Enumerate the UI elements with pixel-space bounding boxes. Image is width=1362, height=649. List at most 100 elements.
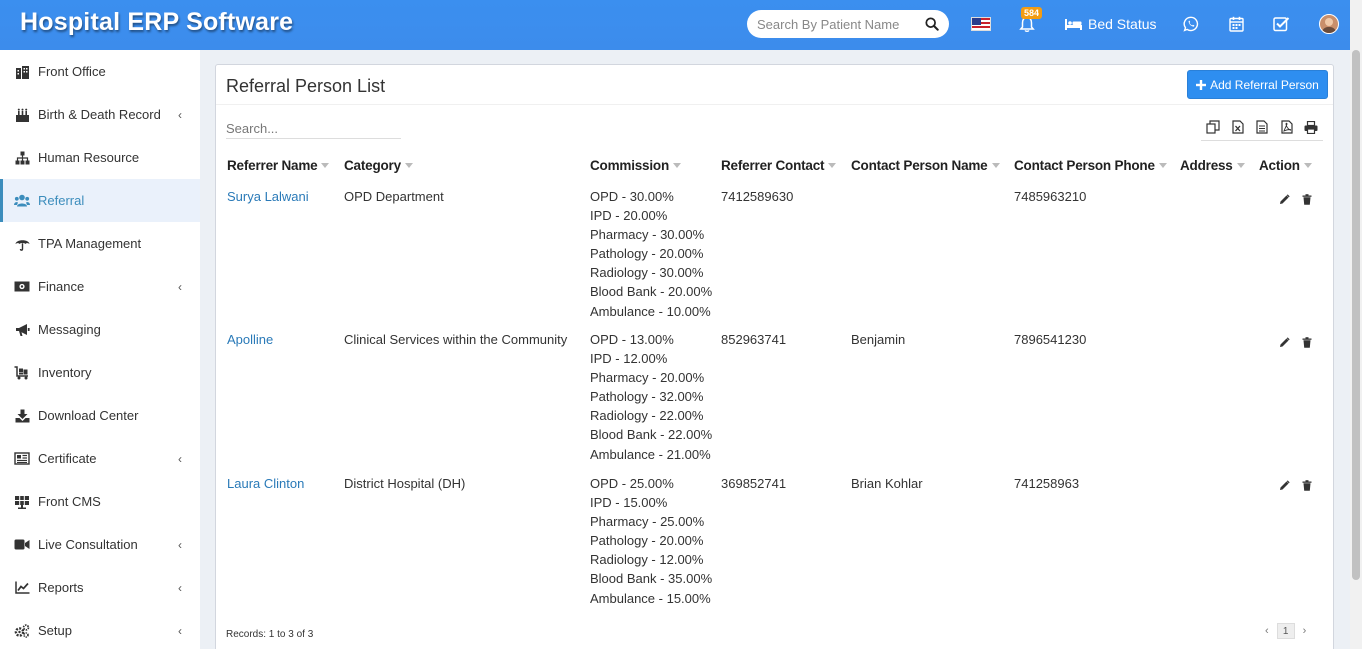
download-icon [14,408,30,424]
sidebar-item-reports[interactable]: Reports ‹ [0,566,200,609]
commission-line: IPD - 20.00% [590,208,668,224]
sidebar-item-label: Human Resource [38,150,140,165]
category-cell: District Hospital (DH) [344,476,466,491]
referrer-name-link[interactable]: Laura Clinton [227,476,305,491]
referrer-name-link[interactable]: Surya Lalwani [227,189,309,204]
column-header-referrer-contact[interactable]: Referrer Contact [721,158,837,173]
column-header-contact-person-phone[interactable]: Contact Person Phone [1014,158,1167,173]
search-icon[interactable] [925,17,939,31]
sidebar-menu: Front Office Birth & Death Record ‹ Huma… [0,50,200,649]
birthday-cake-icon [14,107,30,123]
commission-line: Ambulance - 15.00% [590,590,711,606]
cart-icon [14,365,30,381]
category-cell: OPD Department [344,189,444,204]
us-flag-icon[interactable] [971,17,991,31]
contact-person-phone-cell: 7896541230 [1014,332,1087,347]
sidebar-item-label: Download Center [38,408,139,423]
column-header-label: Commission [590,158,670,173]
column-header-contact-person-name[interactable]: Contact Person Name [851,158,1000,173]
whatsapp-icon[interactable] [1181,14,1201,34]
bed-status-label: Bed Status [1088,16,1157,32]
bed-status-button[interactable]: Bed Status [1064,16,1157,32]
contact-person-name-cell: Brian Kohlar [851,476,923,491]
sidebar-item-live-consultation[interactable]: Live Consultation ‹ [0,523,200,566]
edit-pencil-icon[interactable] [1278,193,1290,205]
user-avatar[interactable] [1319,14,1339,34]
sidebar-item-human-resource[interactable]: Human Resource [0,136,200,179]
pagination-page-button[interactable]: 1 [1276,623,1295,639]
column-header-label: Referrer Name [227,158,318,173]
sidebar-item-front-office[interactable]: Front Office [0,50,200,93]
column-header-category[interactable]: Category [344,158,413,173]
sidebar-item-front-cms[interactable]: Front CMS [0,480,200,523]
commission-line: Blood Bank - 35.00% [590,571,713,587]
commission-line: Blood Bank - 22.00% [590,427,713,443]
edit-pencil-icon[interactable] [1278,336,1290,348]
pagination-next-button[interactable]: › [1302,625,1307,637]
copy-icon[interactable] [1205,119,1221,135]
plus-icon [1196,79,1207,90]
csv-file-icon[interactable] [1254,119,1270,135]
chevron-left-icon: ‹ [178,280,182,294]
print-icon[interactable] [1303,119,1319,135]
task-checkbox-icon[interactable] [1271,14,1291,34]
sort-caret-icon [991,163,1000,168]
referrer-contact-cell: 7412589630 [721,189,794,204]
add-referral-person-button[interactable]: Add Referral Person [1187,70,1328,99]
page-scrollbar-thumb[interactable] [1352,50,1360,580]
excel-icon[interactable] [1230,119,1246,135]
delete-trash-icon[interactable] [1301,193,1313,205]
sort-caret-icon [1236,163,1245,168]
sidebar-item-label: Reports [38,580,84,595]
column-header-referrer-name[interactable]: Referrer Name [227,158,330,173]
sidebar-item-label: Inventory [38,365,92,380]
delete-trash-icon[interactable] [1301,336,1313,348]
sidebar-item-label: Birth & Death Record [38,107,161,122]
export-toolbar [1201,119,1323,141]
chevron-left-icon: ‹ [178,452,182,466]
column-header-label: Contact Person Name [851,158,988,173]
sort-caret-icon [1303,163,1312,168]
sidebar-item-download-center[interactable]: Download Center [0,394,200,437]
edit-pencil-icon[interactable] [1278,479,1290,491]
pagination-prev-button[interactable]: ‹ [1265,625,1269,637]
column-header-label: Contact Person Phone [1014,158,1155,173]
brand-logo[interactable]: Hospital ERP Software [20,8,294,36]
sidebar-item-label: Front CMS [38,494,101,509]
sidebar-item-certificate[interactable]: Certificate ‹ [0,437,200,480]
building-icon [14,64,30,80]
commission-line: Pharmacy - 30.00% [590,227,705,243]
column-header-label: Address [1180,158,1233,173]
sidebar-item-messaging[interactable]: Messaging [0,308,200,351]
delete-trash-icon[interactable] [1301,479,1313,491]
pdf-icon[interactable] [1279,119,1295,135]
calendar-icon[interactable] [1226,14,1246,34]
sidebar-item-finance[interactable]: Finance ‹ [0,265,200,308]
sidebar-item-referral[interactable]: Referral [0,179,200,222]
referrer-name-link[interactable]: Apolline [227,332,274,347]
patient-search-input[interactable] [757,15,917,33]
column-header-action[interactable]: Action [1259,158,1312,173]
money-icon [14,279,30,295]
commission-line: IPD - 12.00% [590,351,668,367]
sidebar-item-label: Live Consultation [38,537,138,552]
commission-line: Radiology - 12.00% [590,552,704,568]
sidebar-item-label: Setup [38,623,72,638]
sidebar-item-tpa-management[interactable]: TPA Management [0,222,200,265]
chevron-left-icon: ‹ [178,108,182,122]
column-header-commission[interactable]: Commission [590,158,682,173]
commission-cell: OPD - 30.00% IPD - 20.00% Pharmacy - 30.… [590,187,712,321]
commission-line: OPD - 30.00% [590,189,674,204]
category-cell: Clinical Services within the Community [344,332,568,347]
commission-line: Pharmacy - 20.00% [590,370,705,386]
sidebar-item-setup[interactable]: Setup ‹ [0,609,200,649]
sitemap-icon [14,150,30,166]
column-header-address[interactable]: Address [1180,158,1245,173]
sidebar-item-label: Finance [38,279,85,294]
table-search-input[interactable] [226,119,401,139]
sort-caret-icon [1158,163,1167,168]
sidebar-item-birth-death-record[interactable]: Birth & Death Record ‹ [0,93,200,136]
commission-line: Radiology - 22.00% [590,408,704,424]
sort-caret-icon [404,163,413,168]
sidebar-item-inventory[interactable]: Inventory [0,351,200,394]
